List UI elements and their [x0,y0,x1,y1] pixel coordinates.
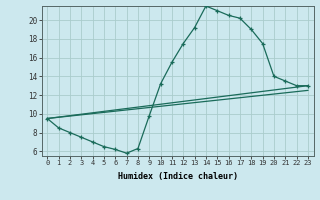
X-axis label: Humidex (Indice chaleur): Humidex (Indice chaleur) [118,172,237,181]
